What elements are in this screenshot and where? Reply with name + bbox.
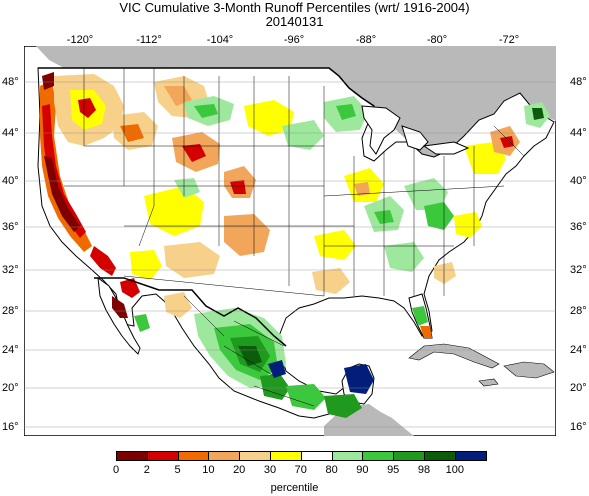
jamaica-land — [478, 378, 499, 387]
runoff-map — [24, 46, 556, 436]
colorbar-swatch — [424, 451, 456, 461]
graticule — [24, 81, 556, 428]
lat-label: 24° — [570, 344, 587, 356]
lat-label: 40° — [570, 175, 587, 187]
lon-label: -88° — [355, 34, 377, 46]
lat-label: 20° — [2, 382, 19, 394]
colorbar-swatch — [454, 451, 487, 461]
great-lakes — [361, 105, 470, 155]
lat-label: 44° — [570, 127, 587, 139]
colorbar-tick-label: 5 — [174, 464, 181, 476]
colorbar-tick-label: 20 — [233, 464, 246, 476]
lat-label: 36° — [2, 221, 19, 233]
colorbar-swatch — [362, 451, 395, 461]
colorbar-tick-label: 10 — [202, 464, 215, 476]
colorbar-tick-label: 100 — [445, 464, 464, 476]
colorbar-swatch — [270, 451, 302, 461]
lat-label: 32° — [570, 264, 587, 276]
lon-label: -104° — [206, 34, 234, 46]
colorbar-tick-label: 98 — [417, 464, 431, 476]
lon-label: -72° — [498, 34, 520, 46]
colorbar-tick-label: 30 — [263, 464, 277, 476]
state-borders — [64, 68, 525, 407]
percentile-patches — [40, 72, 550, 418]
lat-label: 28° — [570, 305, 587, 317]
colorbar-tick-label: 80 — [325, 464, 338, 476]
lat-label: 36° — [570, 221, 587, 233]
colorbar-swatch — [116, 451, 148, 461]
lat-label: 48° — [570, 76, 587, 88]
colorbar-tick-label: 90 — [356, 464, 369, 476]
lat-label: 24° — [2, 344, 19, 356]
colorbar-swatch — [146, 451, 179, 461]
colorbar-swatch — [239, 451, 271, 461]
canada-land — [36, 46, 556, 157]
lat-label: 32° — [2, 264, 19, 276]
colorbar-tick-label: 0 — [112, 464, 120, 476]
lon-label: -112° — [136, 34, 162, 46]
map-date: 20140131 — [265, 14, 324, 29]
colorbar-swatch — [393, 451, 425, 461]
colorbar-tick-label: 2 — [143, 464, 150, 476]
lat-label: 20° — [570, 382, 587, 394]
colorbar-swatch — [208, 451, 241, 461]
colorbar-swatch — [177, 451, 210, 461]
lat-label: 40° — [2, 175, 19, 187]
lon-label: -96° — [283, 34, 305, 46]
lat-label: 16° — [570, 421, 587, 433]
colorbar-swatch — [300, 451, 333, 461]
colorbar-tick-label: 95 — [387, 464, 400, 476]
colorbar-title: percentile — [270, 482, 319, 494]
lat-label: 44° — [2, 127, 19, 139]
map-title: VIC Cumulative 3-Month Runoff Percentile… — [119, 0, 470, 15]
colorbar-tick-label: 70 — [294, 464, 307, 476]
lat-label: 28° — [2, 305, 19, 317]
lat-label: 16° — [2, 421, 19, 433]
colorbar-swatch — [331, 451, 364, 461]
hispaniola-land — [503, 361, 555, 379]
us-canada-border — [38, 67, 375, 107]
lon-label: -120° — [66, 34, 94, 46]
lat-label: 48° — [2, 76, 19, 88]
lon-label: -80° — [426, 34, 448, 46]
